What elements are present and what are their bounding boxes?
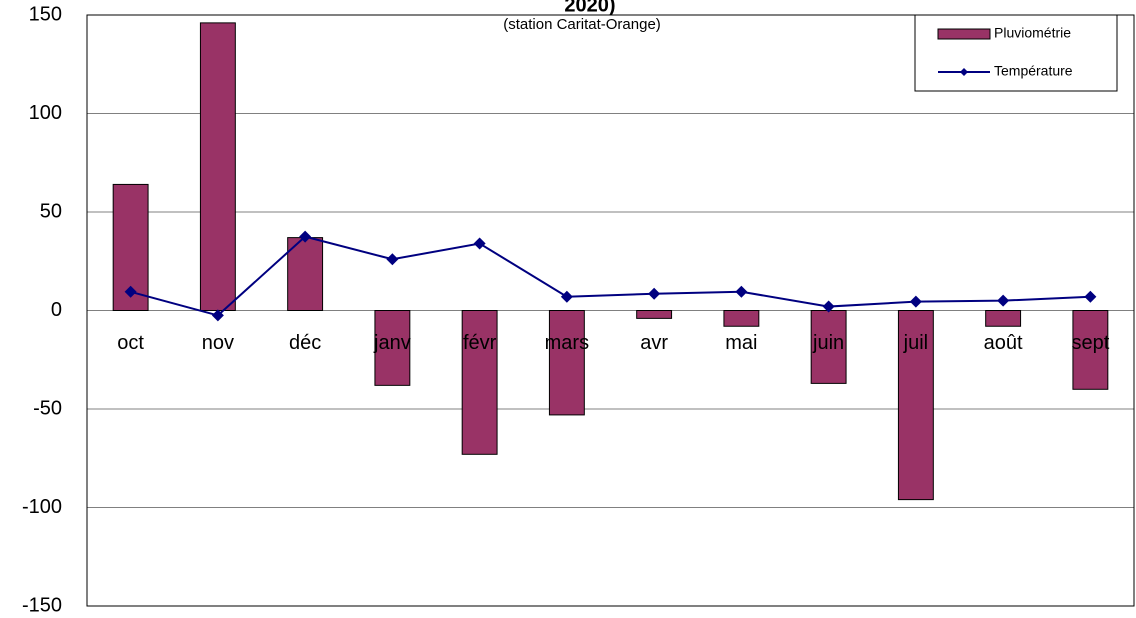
marker [211, 309, 224, 322]
x-tick-label: févr [463, 332, 497, 354]
bar [287, 237, 324, 311]
chart-subtitle: (station Caritat-Orange) [503, 16, 661, 33]
marker [560, 290, 573, 303]
x-tick-label: mai [725, 332, 757, 354]
marker [299, 230, 312, 243]
line [130, 235, 1091, 317]
marker [124, 285, 137, 298]
bar [461, 310, 498, 455]
x-tick-label: nov [202, 332, 234, 354]
bar [199, 22, 236, 311]
x-tick-label: oct [117, 332, 144, 354]
legend-marker [960, 68, 968, 76]
bar [810, 310, 847, 384]
plot-border [86, 14, 1135, 607]
x-tick-label: mars [545, 332, 589, 354]
chart-title: 2020) [564, 0, 615, 16]
marker [1084, 290, 1097, 303]
bar [897, 310, 934, 501]
bar [636, 310, 673, 319]
bar [723, 310, 760, 327]
marker [473, 237, 486, 250]
x-tick-label: janv [373, 332, 411, 354]
marker [909, 295, 922, 308]
legend-label: Pluviométrie [994, 25, 1071, 41]
bar [548, 310, 585, 416]
y-tick-label: -150 [22, 594, 62, 616]
y-tick-label: -50 [33, 397, 62, 419]
x-tick-label: août [984, 332, 1023, 354]
bar [374, 310, 411, 386]
x-tick-label: sept [1071, 332, 1109, 354]
marker [648, 287, 661, 300]
x-tick-label: déc [289, 332, 321, 354]
x-tick-label: avr [640, 332, 668, 354]
marker [997, 294, 1010, 307]
bar [1072, 310, 1109, 390]
legend-swatch [937, 28, 991, 40]
marker [735, 285, 748, 298]
marker [822, 300, 835, 313]
legend-box [914, 14, 1118, 92]
y-tick-label: 50 [40, 200, 62, 222]
y-tick-label: 100 [29, 102, 62, 124]
lines [124, 230, 1097, 322]
legend-label: Température [994, 63, 1073, 79]
y-tick-label: -100 [22, 496, 62, 518]
bar [985, 310, 1022, 327]
y-tick-label: 0 [51, 299, 62, 321]
legend: Pluviométrie Température [914, 14, 1118, 92]
marker [386, 253, 399, 266]
y-tick-label: 150 [29, 3, 62, 25]
x-tick-label: juil [903, 332, 928, 354]
labels: -150 -100 -50 0 50 100 150 oct nov déc janv févr mar… [22, 3, 1110, 616]
x-tick-label: juin [812, 332, 844, 354]
